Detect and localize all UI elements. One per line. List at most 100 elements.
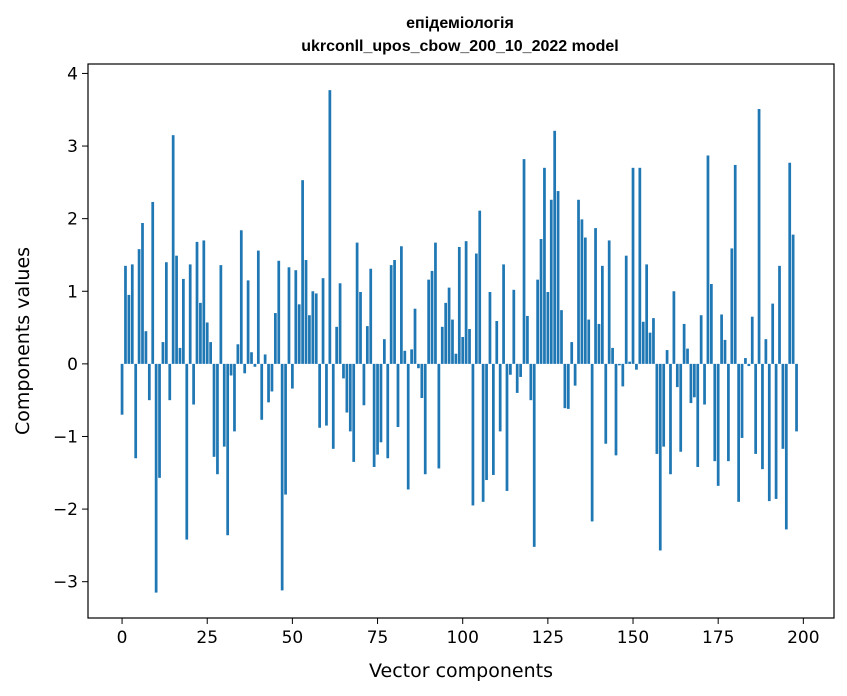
x-tick-label: 75 (367, 628, 389, 648)
bar (127, 294, 131, 364)
bar (444, 302, 448, 364)
bar (216, 363, 219, 475)
bar (427, 279, 431, 364)
bar (553, 130, 557, 364)
bar (764, 339, 768, 364)
bar (655, 363, 659, 454)
bar (420, 363, 424, 398)
bar (505, 363, 509, 491)
bar (386, 363, 390, 459)
bar (611, 347, 614, 364)
bar (256, 250, 260, 364)
bar (706, 155, 710, 364)
bar (597, 323, 601, 364)
x-axis-label: Vector components (369, 660, 553, 682)
bar (716, 363, 720, 486)
bar (362, 363, 366, 406)
bar (536, 279, 540, 364)
bar (618, 363, 621, 366)
bar (556, 191, 560, 364)
bar (120, 363, 124, 415)
bar (308, 315, 311, 364)
y-tick-label: −3 (53, 573, 78, 593)
bar (365, 326, 369, 364)
bar (577, 199, 580, 364)
bar (164, 262, 168, 364)
bar (689, 363, 693, 404)
x-tick-label: 100 (446, 628, 478, 648)
x-tick-label: 200 (787, 628, 819, 648)
bar (410, 349, 413, 364)
bar (345, 363, 349, 413)
bar (754, 363, 758, 454)
bar (485, 363, 488, 481)
bar (757, 109, 761, 364)
chart-title: епідеміологія (406, 15, 514, 32)
x-tick-label: 0 (117, 628, 128, 648)
bar (774, 363, 778, 499)
bar (795, 363, 798, 432)
bar (563, 363, 567, 409)
bar (178, 347, 182, 364)
y-axis-ticks: −3 −2 −1 0 1 2 3 4 (53, 64, 88, 593)
bar (229, 363, 233, 376)
bar (314, 293, 318, 364)
bar (474, 253, 478, 364)
bar (767, 363, 771, 502)
y-tick-label: 2 (67, 210, 78, 230)
x-tick-label: 125 (532, 628, 564, 648)
bar (522, 159, 526, 364)
bar (461, 337, 465, 364)
bar (294, 270, 298, 364)
bar (430, 270, 434, 364)
bar (277, 260, 281, 364)
bar (464, 241, 468, 364)
bar (624, 255, 628, 364)
bar (607, 240, 611, 364)
bar (682, 323, 686, 364)
bar (188, 264, 192, 364)
bar (604, 363, 608, 444)
bar (641, 321, 645, 364)
bar (488, 291, 492, 364)
bar (730, 248, 734, 364)
x-axis-ticks: 0 25 50 75 100 125 150 175 200 (117, 618, 820, 648)
bar (171, 135, 175, 364)
bar (348, 363, 352, 432)
bar (175, 255, 178, 364)
bar (270, 363, 274, 392)
y-tick-label: −1 (53, 427, 78, 447)
bar (543, 167, 546, 364)
bar (733, 164, 737, 364)
bar (509, 363, 512, 375)
y-axis-label: Components values (12, 247, 34, 435)
bar (267, 363, 270, 403)
bar (372, 363, 376, 467)
bar (546, 291, 550, 364)
bar (645, 264, 649, 364)
y-tick-label: 1 (67, 282, 78, 302)
bar (301, 180, 304, 364)
bar (658, 363, 662, 551)
bar (580, 219, 584, 364)
bar (761, 363, 764, 470)
bar (679, 363, 683, 452)
bar (481, 363, 485, 502)
bar (205, 322, 209, 364)
bar (529, 363, 533, 401)
bar (226, 363, 230, 536)
bar (744, 358, 747, 364)
bar (192, 363, 195, 405)
bar (280, 363, 284, 591)
bar (342, 363, 345, 379)
bar (648, 332, 652, 364)
bar (287, 267, 291, 364)
bar (406, 363, 410, 490)
bar (209, 342, 212, 364)
x-tick-label: 150 (617, 628, 649, 648)
bar (478, 210, 482, 364)
bar (583, 237, 587, 364)
bar (468, 329, 471, 364)
